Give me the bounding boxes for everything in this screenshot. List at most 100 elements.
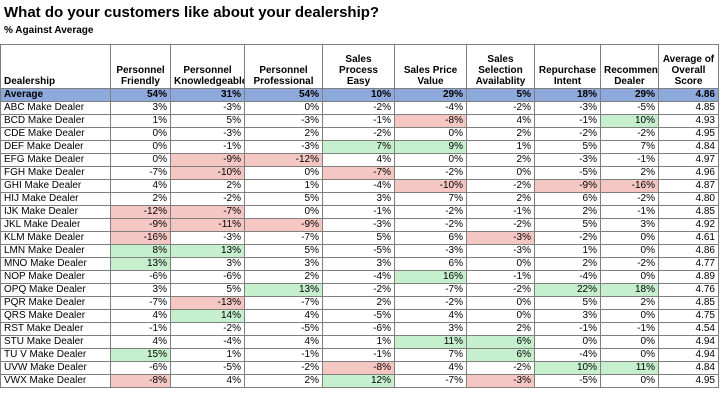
value-cell[interactable]: -9% xyxy=(534,179,601,193)
value-cell[interactable]: 4.93 xyxy=(658,114,719,128)
value-cell[interactable]: 4.95 xyxy=(658,374,719,388)
value-cell[interactable]: -5% xyxy=(322,244,395,258)
dealer-name-cell[interactable]: EFG Make Dealer xyxy=(0,153,111,167)
value-cell[interactable]: -1% xyxy=(534,322,601,336)
value-cell[interactable]: 4.75 xyxy=(658,309,719,323)
value-cell[interactable]: -10% xyxy=(394,179,467,193)
dealer-name-cell[interactable]: ABC Make Dealer xyxy=(0,101,111,115)
value-cell[interactable]: 2% xyxy=(466,153,535,167)
column-header-personnel-professional[interactable]: Personnel Professional xyxy=(244,44,323,89)
value-cell[interactable]: 0% xyxy=(110,140,171,154)
value-cell[interactable]: -6% xyxy=(322,322,395,336)
value-cell[interactable]: 0% xyxy=(466,296,535,310)
value-cell[interactable]: -10% xyxy=(170,166,245,180)
value-cell[interactable]: 2% xyxy=(244,374,323,388)
value-cell[interactable]: -5% xyxy=(244,322,323,336)
column-header-repurchase-intent[interactable]: Repurchase Intent xyxy=(534,44,601,89)
value-cell[interactable]: -2% xyxy=(322,101,395,115)
value-cell[interactable]: -2% xyxy=(170,192,245,206)
value-cell[interactable]: 7% xyxy=(322,140,395,154)
value-cell[interactable]: -7% xyxy=(244,231,323,245)
value-cell[interactable]: 2% xyxy=(466,192,535,206)
value-cell[interactable]: 13% xyxy=(170,244,245,258)
value-cell[interactable]: 4% xyxy=(110,335,171,349)
value-cell[interactable]: 3% xyxy=(170,257,245,271)
value-cell[interactable]: -3% xyxy=(466,231,535,245)
value-cell[interactable]: -3% xyxy=(170,231,245,245)
value-cell[interactable]: 3% xyxy=(600,218,659,232)
value-cell[interactable]: 4.94 xyxy=(658,335,719,349)
dealer-name-cell[interactable]: HIJ Make Dealer xyxy=(0,192,111,206)
value-cell[interactable]: 1% xyxy=(244,179,323,193)
value-cell[interactable]: 6% xyxy=(394,231,467,245)
value-cell[interactable]: -6% xyxy=(170,270,245,284)
value-cell[interactable]: -2% xyxy=(466,361,535,375)
value-cell[interactable]: -7% xyxy=(322,166,395,180)
column-header-dealership[interactable]: Dealership xyxy=(0,44,111,89)
dealer-name-cell[interactable]: TU V Make Dealer xyxy=(0,348,111,362)
value-cell[interactable]: -9% xyxy=(110,218,171,232)
value-cell[interactable]: 4.89 xyxy=(658,270,719,284)
value-cell[interactable]: 10% xyxy=(600,114,659,128)
value-cell[interactable]: 0% xyxy=(600,335,659,349)
value-cell[interactable]: -3% xyxy=(170,127,245,141)
value-cell[interactable]: 31% xyxy=(170,88,245,102)
value-cell[interactable]: 13% xyxy=(244,283,323,297)
value-cell[interactable]: 0% xyxy=(600,244,659,258)
value-cell[interactable]: -4% xyxy=(534,348,601,362)
value-cell[interactable]: -4% xyxy=(170,335,245,349)
value-cell[interactable]: 4% xyxy=(110,309,171,323)
value-cell[interactable]: -1% xyxy=(170,140,245,154)
value-cell[interactable]: 3% xyxy=(394,322,467,336)
value-cell[interactable]: -5% xyxy=(534,374,601,388)
value-cell[interactable]: 5% xyxy=(534,296,601,310)
value-cell[interactable]: -3% xyxy=(466,374,535,388)
value-cell[interactable]: -11% xyxy=(170,218,245,232)
value-cell[interactable]: 54% xyxy=(244,88,323,102)
value-cell[interactable]: 3% xyxy=(110,101,171,115)
value-cell[interactable]: -2% xyxy=(322,127,395,141)
value-cell[interactable]: 0% xyxy=(600,231,659,245)
value-cell[interactable]: -6% xyxy=(110,270,171,284)
value-cell[interactable]: 3% xyxy=(534,309,601,323)
value-cell[interactable]: -4% xyxy=(534,270,601,284)
value-cell[interactable]: 1% xyxy=(170,348,245,362)
value-cell[interactable]: 3% xyxy=(322,192,395,206)
value-cell[interactable]: 0% xyxy=(466,309,535,323)
value-cell[interactable]: 2% xyxy=(466,127,535,141)
value-cell[interactable]: 4.85 xyxy=(658,101,719,115)
dealer-name-cell[interactable]: Average xyxy=(0,88,111,102)
value-cell[interactable]: 4.85 xyxy=(658,205,719,219)
dealer-name-cell[interactable]: VWX Make Dealer xyxy=(0,374,111,388)
value-cell[interactable]: -2% xyxy=(394,205,467,219)
value-cell[interactable]: -2% xyxy=(394,218,467,232)
value-cell[interactable]: -4% xyxy=(394,101,467,115)
value-cell[interactable]: 4.80 xyxy=(658,192,719,206)
value-cell[interactable]: 7% xyxy=(394,348,467,362)
value-cell[interactable]: 7% xyxy=(600,140,659,154)
value-cell[interactable]: -8% xyxy=(394,114,467,128)
value-cell[interactable]: 4.86 xyxy=(658,244,719,258)
value-cell[interactable]: 13% xyxy=(110,257,171,271)
value-cell[interactable]: 4.61 xyxy=(658,231,719,245)
dealer-name-cell[interactable]: BCD Make Dealer xyxy=(0,114,111,128)
value-cell[interactable]: -5% xyxy=(170,361,245,375)
dealer-name-cell[interactable]: MNO Make Dealer xyxy=(0,257,111,271)
value-cell[interactable]: -1% xyxy=(244,348,323,362)
value-cell[interactable]: 0% xyxy=(466,166,535,180)
value-cell[interactable]: -2% xyxy=(534,231,601,245)
value-cell[interactable]: 0% xyxy=(466,257,535,271)
value-cell[interactable]: 3% xyxy=(110,283,171,297)
value-cell[interactable]: 4.92 xyxy=(658,218,719,232)
value-cell[interactable]: 2% xyxy=(170,179,245,193)
value-cell[interactable]: -12% xyxy=(244,153,323,167)
value-cell[interactable]: -4% xyxy=(322,179,395,193)
value-cell[interactable]: 5% xyxy=(322,231,395,245)
value-cell[interactable]: 4.97 xyxy=(658,153,719,167)
value-cell[interactable]: -1% xyxy=(322,205,395,219)
value-cell[interactable]: -5% xyxy=(534,166,601,180)
value-cell[interactable]: 2% xyxy=(466,322,535,336)
value-cell[interactable]: 2% xyxy=(322,296,395,310)
value-cell[interactable]: -2% xyxy=(466,218,535,232)
value-cell[interactable]: 16% xyxy=(394,270,467,284)
